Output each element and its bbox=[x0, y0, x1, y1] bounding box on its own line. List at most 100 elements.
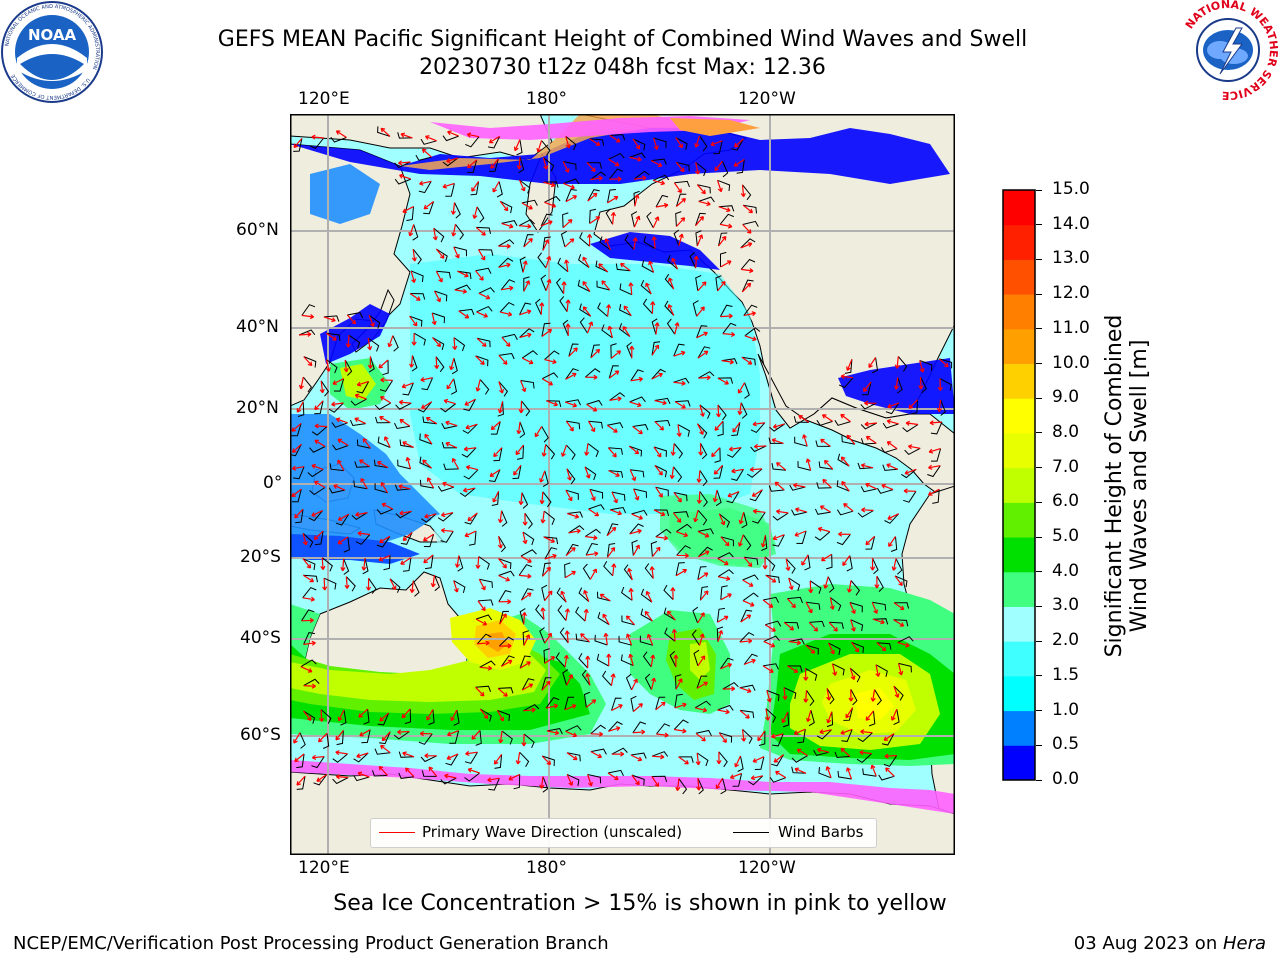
wind-barb bbox=[815, 440, 831, 447]
wind-barb bbox=[750, 445, 767, 453]
wind-barb bbox=[498, 352, 515, 360]
wind-barb bbox=[578, 587, 590, 602]
colorbar-tick-mark bbox=[1036, 501, 1042, 503]
wave-direction-arrow bbox=[699, 404, 705, 417]
colorbar-tick-label: 13.0 bbox=[1052, 248, 1090, 269]
wind-barb bbox=[720, 585, 728, 600]
wave-direction-arrow bbox=[876, 642, 887, 652]
wind-barb bbox=[750, 422, 766, 434]
wind-barb bbox=[299, 732, 306, 749]
wave-direction-arrow bbox=[523, 707, 536, 713]
wave-direction-arrow bbox=[650, 160, 663, 167]
wind-barb bbox=[673, 443, 684, 459]
wave-direction-arrow bbox=[765, 574, 777, 583]
wave-direction-arrow bbox=[518, 400, 524, 414]
wave-direction-arrow bbox=[840, 728, 853, 735]
wave-direction-arrow bbox=[582, 256, 590, 268]
wave-direction-arrow bbox=[522, 531, 528, 545]
wind-barbs-swatch bbox=[733, 832, 769, 833]
wave-direction-arrow bbox=[608, 158, 620, 167]
wind-barb bbox=[544, 547, 558, 560]
wind-barb bbox=[857, 462, 874, 470]
wind-barb bbox=[876, 642, 892, 650]
wind-barb bbox=[356, 439, 371, 449]
wave-direction-arrow bbox=[465, 465, 479, 471]
wave-direction-arrow bbox=[337, 536, 349, 545]
wave-direction-arrow bbox=[475, 270, 484, 281]
wave-direction-arrow bbox=[842, 555, 851, 566]
wind-barb bbox=[379, 380, 394, 392]
wind-barb bbox=[752, 512, 766, 524]
wave-direction-arrow bbox=[628, 588, 634, 601]
wave-direction-arrow bbox=[733, 158, 745, 167]
wave-direction-arrow bbox=[604, 238, 611, 251]
wave-direction-arrow bbox=[666, 610, 676, 621]
wave-direction-arrow bbox=[325, 359, 331, 372]
wave-direction-arrow bbox=[715, 777, 724, 790]
wind-barb bbox=[309, 137, 325, 149]
wind-barb bbox=[498, 570, 515, 577]
wave-direction-arrow bbox=[717, 709, 730, 715]
wind-barb bbox=[464, 772, 480, 782]
wind-barb bbox=[556, 587, 567, 603]
wind-barb bbox=[519, 751, 530, 767]
wave-direction-arrow bbox=[522, 513, 528, 526]
wind-barb bbox=[932, 489, 940, 504]
wind-barb bbox=[499, 200, 513, 214]
wind-barb bbox=[697, 566, 707, 580]
wave-direction-arrow bbox=[825, 766, 832, 779]
wave-direction-arrow bbox=[471, 181, 480, 192]
wind-barb bbox=[869, 710, 876, 727]
wave-direction-arrow bbox=[675, 137, 683, 149]
wave-direction-arrow bbox=[606, 653, 612, 666]
top-lon-label-180: 180° bbox=[526, 89, 567, 109]
wind-barb bbox=[335, 513, 350, 526]
wind-barb bbox=[740, 402, 748, 419]
wave-direction-arrow bbox=[519, 332, 532, 339]
wind-barb bbox=[434, 290, 448, 302]
wind-barb bbox=[860, 486, 877, 493]
wind-barb bbox=[541, 140, 551, 156]
wind-barb bbox=[395, 510, 412, 519]
wave-direction-arrow bbox=[568, 347, 578, 357]
wave-direction-arrow bbox=[714, 420, 724, 431]
wave-direction-arrow bbox=[490, 421, 501, 431]
wave-direction-arrow bbox=[498, 354, 508, 365]
wave-direction-arrow bbox=[766, 690, 772, 703]
wave-direction-arrow bbox=[411, 249, 417, 262]
wind-barb bbox=[546, 728, 563, 735]
wind-barb bbox=[363, 709, 370, 725]
wave-direction-arrow bbox=[783, 621, 795, 631]
wind-barb bbox=[850, 688, 858, 706]
wave-direction-arrow bbox=[449, 357, 455, 371]
wind-barb bbox=[664, 300, 675, 316]
wave-direction-arrow bbox=[740, 242, 753, 249]
wind-barb bbox=[939, 378, 952, 391]
wave-direction-arrow bbox=[696, 184, 706, 195]
wave-direction-arrow bbox=[697, 530, 710, 538]
wind-barb bbox=[376, 508, 394, 515]
wave-direction-arrow bbox=[409, 293, 421, 301]
wave-direction-arrow bbox=[346, 314, 357, 325]
wind-barb bbox=[539, 627, 546, 644]
wind-barb bbox=[348, 334, 361, 349]
wind-barb bbox=[699, 491, 708, 508]
wave-direction-arrow bbox=[742, 224, 752, 234]
wind-barb bbox=[872, 557, 879, 575]
wave-direction-arrow bbox=[828, 621, 838, 632]
wind-barb bbox=[376, 536, 391, 548]
wind-barb bbox=[398, 772, 415, 779]
wave-direction-arrow bbox=[772, 534, 785, 541]
wind-barb bbox=[893, 619, 909, 627]
wave-direction-arrow bbox=[542, 157, 549, 170]
wind-barb bbox=[644, 563, 654, 579]
wind-barb bbox=[478, 287, 495, 294]
wind-barb bbox=[476, 305, 493, 313]
wave-direction-arrow bbox=[655, 202, 669, 208]
wind-barb bbox=[782, 711, 790, 728]
wind-barb bbox=[758, 730, 766, 746]
wave-direction-arrow bbox=[831, 663, 838, 676]
wave-direction-arrow bbox=[319, 380, 325, 394]
wind-barb bbox=[377, 712, 390, 726]
wind-barb bbox=[693, 649, 700, 667]
